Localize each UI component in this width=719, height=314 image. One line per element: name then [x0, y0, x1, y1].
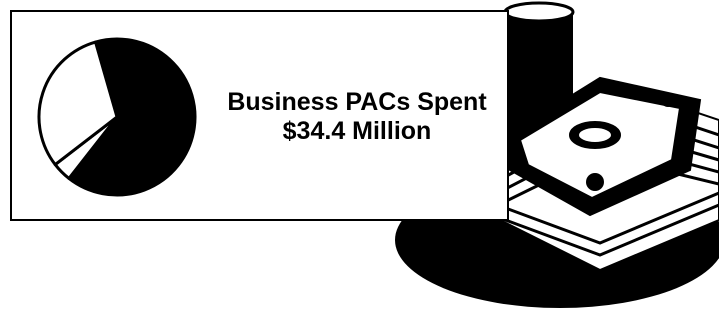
chart [0, 0, 719, 314]
chart-title: Business PACs Spent $34.4 Million [222, 88, 492, 146]
page: Business PACs Spent $34.4 Million (() =>… [0, 0, 719, 314]
pie [39, 39, 195, 195]
